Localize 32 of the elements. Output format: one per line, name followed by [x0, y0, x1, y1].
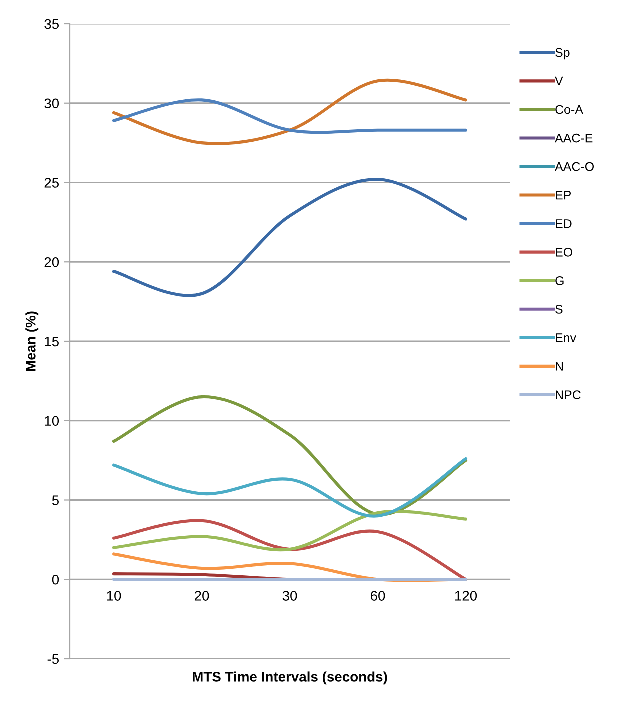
- y-axis-title: Mean (%): [26, 312, 39, 372]
- legend-label: EO: [556, 248, 572, 257]
- legend-label: ED: [556, 220, 572, 228]
- x-tick-label: 30: [282, 591, 298, 601]
- legend-label: Env: [556, 334, 576, 342]
- line-series: [112, 457, 468, 518]
- legend-label: N: [556, 362, 564, 371]
- y-tick-label: 20: [44, 257, 60, 268]
- legend-label: Co-A: [556, 105, 584, 114]
- y-tick-label: 25: [44, 178, 60, 188]
- legend-label: EP: [556, 191, 572, 200]
- x-tick-label: 10: [107, 591, 122, 601]
- legend-label: AAC-O: [555, 162, 594, 172]
- legend-label: S: [556, 305, 563, 314]
- y-tick-label: 10: [45, 416, 60, 426]
- line-series: [112, 78, 468, 146]
- legend-label: Sp: [556, 48, 570, 60]
- y-tick-label: 5: [52, 496, 59, 506]
- line-series: [112, 510, 468, 552]
- legend-label: G: [556, 276, 564, 286]
- legend-label: V: [555, 76, 564, 86]
- y-tick-label: 35: [44, 19, 60, 30]
- y-tick-label: 0: [52, 574, 60, 585]
- legend-label: AAC-E: [555, 134, 593, 143]
- y-tick-label: -5: [48, 654, 59, 664]
- x-tick-label: 20: [194, 591, 210, 601]
- x-tick-label: 120: [455, 591, 478, 601]
- x-tick-label: 60: [370, 591, 386, 601]
- legend-label: NPC: [556, 390, 581, 400]
- y-tick-label: 15: [45, 336, 60, 347]
- x-axis-title: MTS Time Intervals (seconds): [193, 672, 388, 685]
- y-tick-label: 30: [44, 98, 60, 109]
